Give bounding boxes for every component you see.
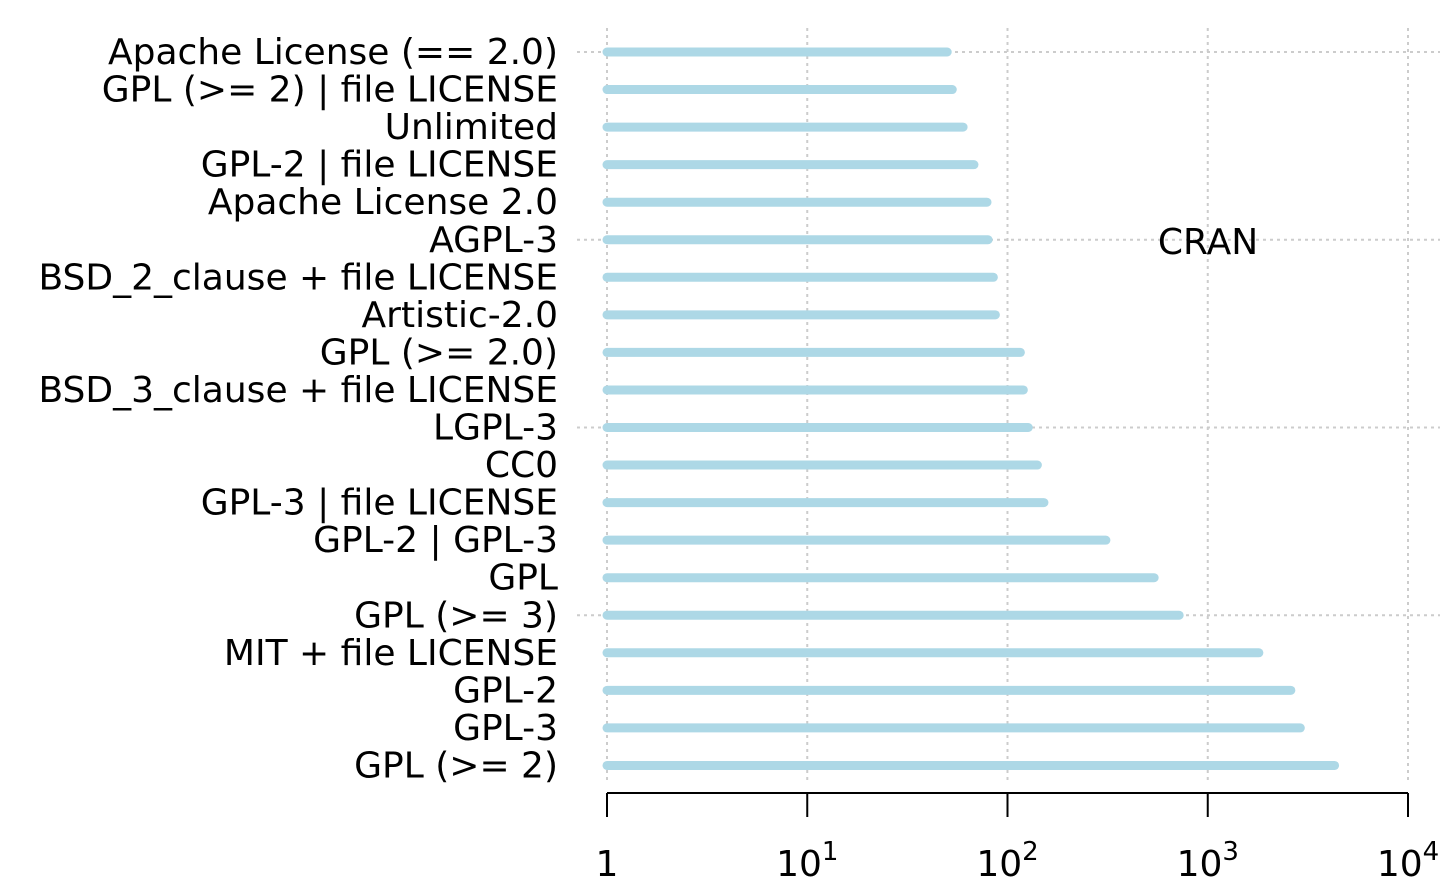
category-label: Apache License (== 2.0): [108, 32, 558, 73]
category-label: Unlimited: [385, 107, 558, 148]
x-tick-label: 101: [776, 837, 838, 885]
category-label: GPL-2 | GPL-3: [313, 520, 558, 561]
category-label: MIT + file LICENSE: [224, 633, 558, 674]
category-label: BSD_3_clause + file LICENSE: [38, 370, 558, 411]
category-label: GPL: [488, 558, 558, 599]
chart-annotation: CRAN: [1158, 222, 1258, 263]
category-label: Artistic-2.0: [362, 295, 558, 336]
category-label: GPL-2: [453, 670, 558, 711]
category-label: GPL-2 | file LICENSE: [201, 145, 558, 186]
x-axis: 1 101 102 103 104: [596, 792, 1439, 885]
x-tick-label: 1: [596, 844, 619, 885]
x-tick-label: 103: [1177, 837, 1239, 885]
category-label: GPL (>= 2.0): [320, 332, 558, 373]
grid-lines: [577, 28, 1440, 782]
category-label: CC0: [485, 445, 558, 486]
category-label: LGPL-3: [433, 408, 558, 449]
category-label: GPL (>= 2) | file LICENSE: [102, 70, 558, 111]
x-tick-label: 104: [1377, 837, 1439, 885]
category-label: Apache License 2.0: [208, 182, 558, 223]
bars: [602, 47, 1340, 770]
category-label: AGPL-3: [429, 220, 558, 261]
x-tick-label: 102: [976, 837, 1038, 885]
category-label: GPL-3: [453, 708, 558, 749]
category-label: GPL (>= 2): [354, 745, 558, 786]
category-label: BSD_2_clause + file LICENSE: [38, 257, 558, 298]
category-label: GPL (>= 3): [354, 595, 558, 636]
category-label: GPL-3 | file LICENSE: [201, 483, 558, 524]
category-labels: Apache License (== 2.0)GPL (>= 2) | file…: [38, 32, 558, 786]
